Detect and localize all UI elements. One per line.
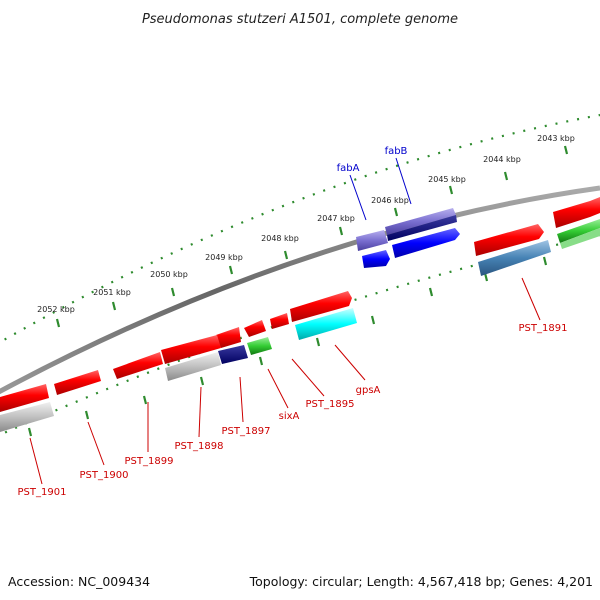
gene-arrow[interactable]	[0, 384, 49, 412]
genome-title: Pseudomonas stutzeri A1501, complete gen…	[142, 12, 458, 27]
gene-label-PST_1899: PST_1899	[125, 456, 174, 467]
gene-label-PST_1895: PST_1895	[306, 399, 355, 410]
gene-arrow[interactable]	[553, 197, 600, 228]
gene-blue-2[interactable]	[362, 250, 390, 268]
topology-text: Topology: circular; Length: 4,567,418 bp…	[249, 574, 593, 589]
gene-sixA[interactable]	[247, 337, 272, 355]
gene-gpsA[interactable]	[295, 308, 357, 340]
gene-arrow[interactable]	[244, 320, 266, 337]
gene-arrow[interactable]	[560, 228, 600, 249]
callout-lines	[29, 157, 541, 485]
gene-label-PST_1898: PST_1898	[175, 441, 224, 452]
gene-PST_1891[interactable]	[478, 240, 551, 276]
gene-PST_1901[interactable]	[0, 402, 54, 432]
gene-arrow[interactable]	[216, 327, 241, 348]
tick-label-2047: 2047 kbp	[317, 214, 355, 223]
tick-label-2043: 2043 kbp	[537, 134, 575, 143]
gene-arrow[interactable]	[290, 291, 352, 322]
gene-arrow[interactable]	[54, 370, 101, 395]
tick-label-2046: 2046 kbp	[371, 196, 409, 205]
inner-major-ticks	[27, 256, 548, 437]
gene-arrow[interactable]	[161, 335, 221, 364]
gene-arrow[interactable]	[557, 219, 600, 243]
tick-label-2048: 2048 kbp	[261, 234, 299, 243]
gene-fabB-lower[interactable]	[387, 215, 457, 241]
gene-label-sixA: sixA	[279, 411, 300, 422]
gene-arrow[interactable]	[474, 224, 544, 256]
gene-PST_1897[interactable]	[218, 345, 248, 364]
tick-label-2045: 2045 kbp	[428, 175, 466, 184]
forward-strand-genes	[0, 197, 600, 412]
tick-label-2049: 2049 kbp	[205, 253, 243, 262]
tick-label-2051: 2051 kbp	[93, 288, 131, 297]
gene-label-PST_1900: PST_1900	[80, 470, 129, 481]
reverse-strand-genes	[0, 219, 600, 432]
genome-backbone	[0, 185, 600, 395]
gene-label-fabB: fabB	[385, 146, 408, 157]
gene-label-fabA: fabA	[337, 163, 360, 174]
gene-arrow[interactable]	[270, 313, 289, 329]
gene-label-PST_1901: PST_1901	[18, 487, 67, 498]
outer-major-ticks	[55, 145, 569, 328]
gene-blue-1[interactable]	[392, 228, 460, 258]
accession-text: Accession: NC_009434	[8, 574, 150, 589]
gene-PST_1898[interactable]	[165, 352, 221, 381]
tick-label-2050: 2050 kbp	[150, 270, 188, 279]
gene-fabB-upper[interactable]	[385, 208, 456, 235]
tick-label-2044: 2044 kbp	[483, 155, 521, 164]
gene-label-PST_1897: PST_1897	[222, 426, 271, 437]
gene-fabA[interactable]	[356, 230, 388, 251]
tick-label-2052: 2052 kbp	[37, 305, 75, 314]
gene-label-gpsA: gpsA	[356, 385, 381, 396]
gene-label-PST_1891: PST_1891	[519, 323, 568, 334]
gene-arrow[interactable]	[113, 352, 163, 379]
